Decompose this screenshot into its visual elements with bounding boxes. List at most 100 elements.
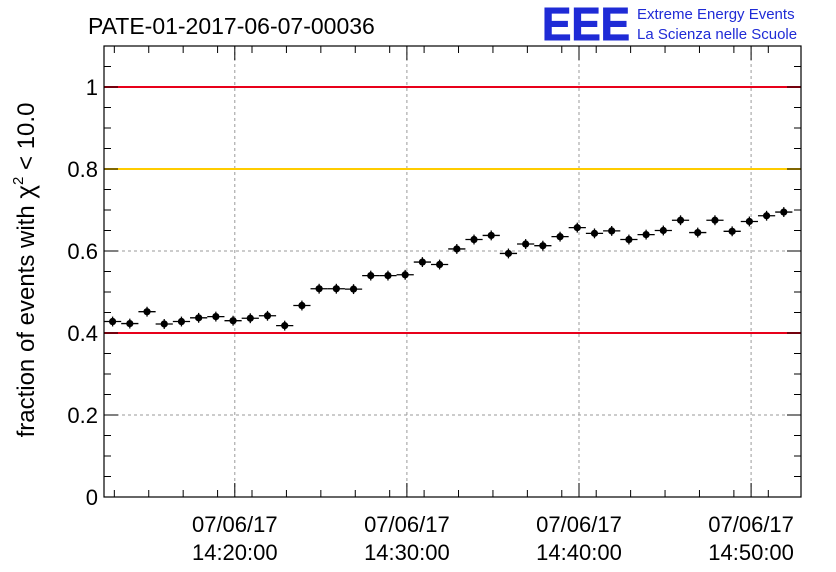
data-point	[603, 225, 621, 236]
logo-line-1: Extreme Energy Events	[637, 6, 795, 23]
point-marker	[109, 317, 117, 326]
reference-lines	[104, 86, 801, 334]
point-marker	[504, 249, 513, 258]
data-point	[689, 227, 707, 238]
data-point	[430, 259, 449, 270]
data-point	[551, 231, 569, 242]
data-point	[172, 316, 191, 327]
y-axis-label-exponent: 2	[10, 177, 27, 185]
data-point	[482, 230, 500, 241]
data-point	[241, 313, 259, 324]
y-tick-label: 0.4	[67, 321, 98, 346]
point-marker	[126, 319, 134, 328]
y-tick-label: 1	[86, 75, 98, 100]
x-tick-label-date: 07/06/17	[536, 512, 622, 537]
y-tick-label: 0.6	[67, 239, 98, 264]
data-point	[224, 315, 242, 326]
data-point	[310, 283, 328, 294]
point-marker	[315, 285, 323, 293]
data-points	[104, 207, 793, 331]
data-point	[379, 270, 397, 281]
y-axis-label-threshold: < 10.0	[13, 103, 40, 177]
data-point	[671, 215, 690, 226]
point-marker	[711, 216, 719, 224]
x-tick-label-date: 07/06/17	[708, 512, 794, 537]
point-marker	[728, 227, 736, 235]
point-marker	[556, 233, 564, 241]
plot-frame	[103, 45, 802, 498]
data-point	[138, 306, 156, 317]
data-point	[757, 210, 776, 221]
data-point	[465, 234, 483, 245]
point-marker	[263, 312, 272, 320]
point-marker	[418, 258, 426, 266]
point-marker	[229, 317, 237, 325]
data-point	[706, 215, 724, 226]
x-tick-label-time: 14:50:00	[708, 540, 794, 565]
data-point	[327, 283, 345, 294]
x-tick-label-date: 07/06/17	[192, 512, 278, 537]
point-marker	[676, 216, 685, 224]
point-marker	[590, 229, 599, 237]
x-tick-label-time: 14:20:00	[192, 540, 278, 565]
point-marker	[332, 285, 340, 293]
point-marker	[160, 320, 168, 328]
y-axis-label-chi: χ	[10, 185, 40, 199]
point-marker	[298, 301, 306, 310]
data-point	[620, 234, 638, 245]
data-point	[775, 207, 793, 217]
point-marker	[212, 313, 220, 321]
y-axis-label-part: fraction of events with	[13, 199, 40, 438]
point-marker	[453, 245, 461, 253]
data-point	[207, 311, 225, 322]
point-marker	[539, 242, 547, 250]
data-point	[121, 318, 139, 329]
point-marker	[195, 314, 203, 322]
y-tick-label: 0.2	[67, 403, 98, 428]
data-point	[362, 270, 380, 281]
point-marker	[143, 308, 151, 316]
point-marker	[435, 260, 444, 269]
tick-labels: 0 0.2 0.4 0.6 0.8 1 07/06/17 14:20:00 07/06/17 14…	[67, 75, 794, 565]
point-marker	[745, 217, 753, 226]
point-marker	[780, 208, 788, 216]
point-marker	[281, 322, 289, 330]
point-marker	[177, 317, 186, 326]
axis-ticks	[104, 46, 801, 498]
data-point	[448, 244, 466, 254]
y-tick-label: 0.8	[67, 157, 98, 182]
logo-letters: EEE	[542, 0, 630, 50]
point-marker	[246, 314, 254, 322]
data-point	[413, 257, 431, 267]
point-marker	[659, 226, 667, 235]
point-marker	[608, 227, 616, 235]
data-point	[517, 239, 535, 249]
point-marker	[625, 235, 633, 244]
point-marker	[573, 224, 581, 232]
point-marker	[367, 272, 375, 280]
data-point	[723, 226, 741, 237]
data-point	[396, 269, 414, 280]
point-marker	[522, 240, 530, 248]
data-point	[104, 316, 122, 327]
data-point	[568, 222, 586, 233]
data-point	[155, 319, 173, 329]
data-point	[258, 310, 277, 321]
point-marker	[384, 272, 392, 280]
data-point	[190, 312, 208, 323]
point-marker	[401, 271, 409, 279]
x-tick-label-time: 14:30:00	[364, 540, 450, 565]
point-marker	[694, 228, 702, 237]
point-marker	[487, 231, 495, 240]
data-point	[740, 216, 758, 227]
data-point	[654, 225, 672, 236]
point-marker	[349, 285, 358, 293]
x-tick-label-time: 14:40:00	[536, 540, 622, 565]
y-axis-label: fraction of events with χ2 < 10.0	[10, 103, 40, 438]
y-tick-label: 0	[86, 485, 98, 510]
data-point	[344, 284, 363, 295]
x-tick-label-date: 07/06/17	[364, 512, 450, 537]
data-point	[499, 248, 518, 259]
logo-line-2: La Scienza nelle Scuole	[637, 26, 797, 43]
